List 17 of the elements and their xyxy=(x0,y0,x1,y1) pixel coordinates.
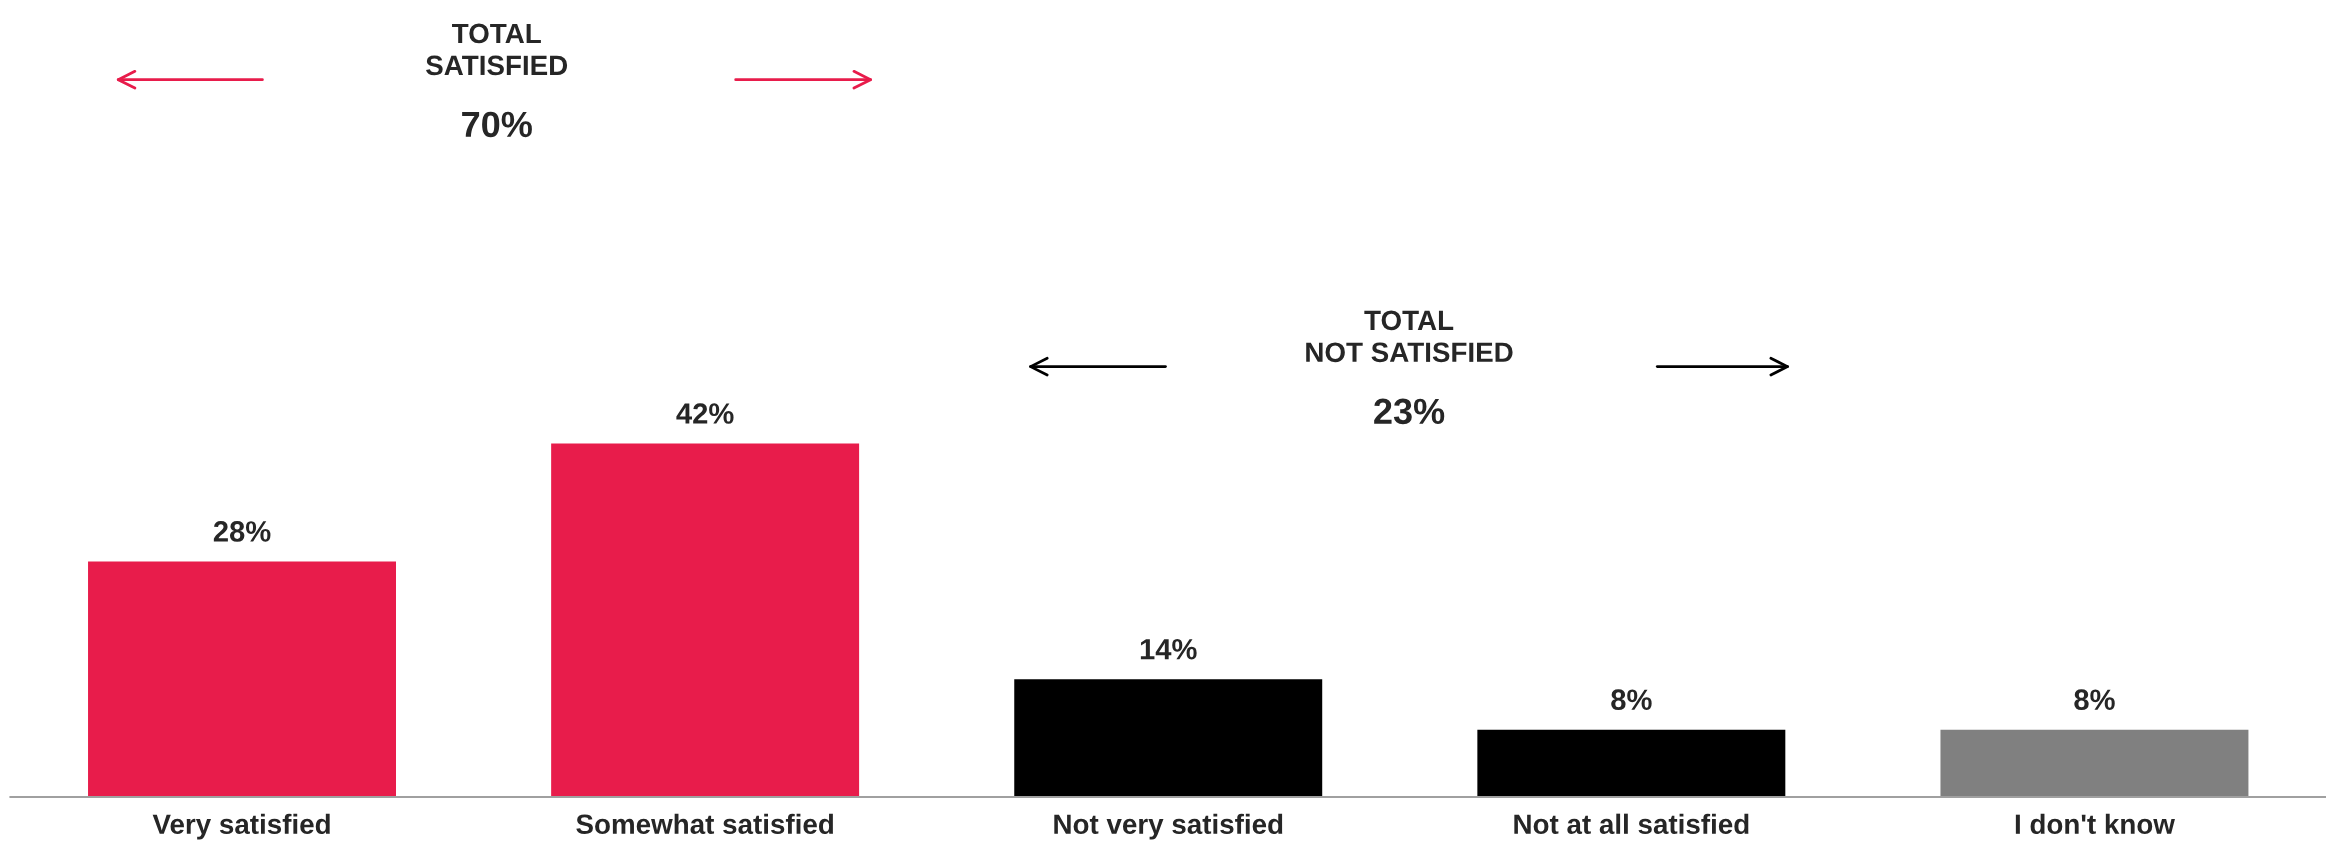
text: TOTAL SATISFIED 70% xyxy=(426,23,568,138)
bar xyxy=(1940,729,2249,797)
data-label: 28% xyxy=(213,521,271,542)
data-label: 42% xyxy=(676,403,734,424)
data-label: 14% xyxy=(1140,638,1197,660)
x-tick-label: Not at all satisfied xyxy=(1514,813,1749,835)
x-tick-label: Somewhat satisfied xyxy=(576,813,833,835)
bar xyxy=(551,443,860,797)
bar xyxy=(1014,679,1323,797)
text: TOTAL NOT SATISFIED 23% xyxy=(1306,310,1513,425)
data-label: 8% xyxy=(2074,689,2115,711)
bar xyxy=(1477,729,1786,797)
bar xyxy=(88,561,396,797)
data-label: 8% xyxy=(1611,689,1652,711)
x-tick-label: Not very satisfied xyxy=(1054,813,1283,840)
x-tick-label: I don't know xyxy=(2015,813,2175,835)
x-tick-label: Very satisfied xyxy=(152,813,330,840)
